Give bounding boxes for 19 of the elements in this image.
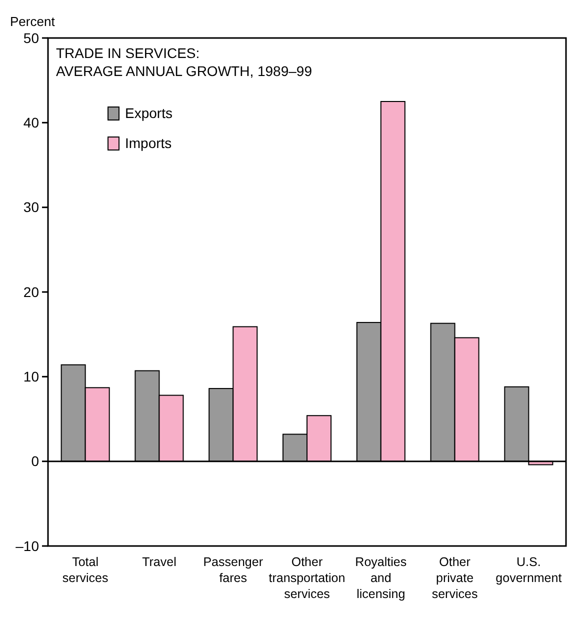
y-axis-title: Percent: [10, 14, 56, 29]
y-tick-label: 20: [23, 284, 40, 300]
legend-label: Exports: [125, 105, 172, 121]
y-tick-label: 0: [31, 453, 40, 470]
legend-label: Imports: [125, 135, 172, 151]
x-tick-label: Total services: [62, 555, 108, 585]
text: AVERAGE ANNUAL GROWTH, 1989–99: [56, 63, 312, 79]
y-tick-label: 40: [23, 114, 40, 131]
text: TRADE IN SERVICES:: [56, 45, 200, 61]
x-tick-label: Other private services: [432, 555, 478, 601]
x-tick-label: Travel: [142, 555, 176, 569]
y-tick-label: 30: [23, 199, 40, 216]
x-tick-label: Passenger fares: [203, 555, 263, 585]
y-tick-label: 10: [23, 368, 40, 385]
x-tick-label: Other transportation services: [268, 555, 346, 601]
y-tick-label: 50: [23, 30, 40, 46]
y-tick-label: –10: [16, 538, 40, 554]
x-tick-label: Royalties and licensing: [355, 555, 407, 601]
x-tick-label: U.S. government: [496, 555, 562, 585]
